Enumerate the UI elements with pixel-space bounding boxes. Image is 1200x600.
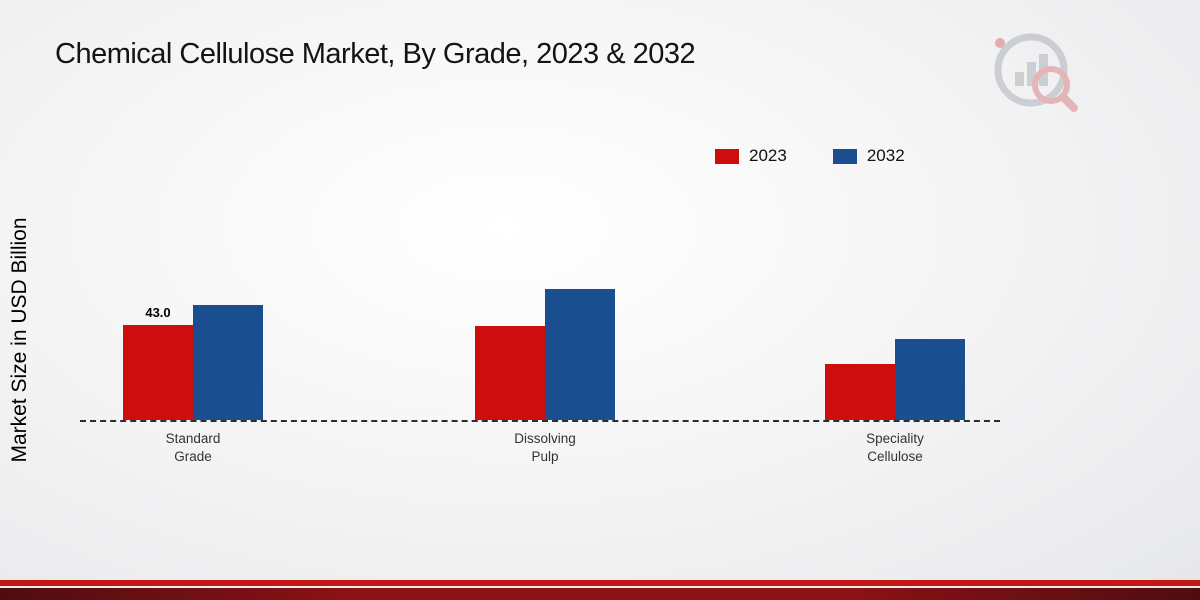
legend-item-2032: 2032 [832, 146, 905, 166]
bar-2023-dissolving-pulp [475, 326, 545, 420]
legend-label-2023: 2023 [749, 146, 787, 165]
legend-swatch-2032 [832, 148, 857, 164]
legend-label-2032: 2032 [866, 146, 905, 165]
footer-stripe-dark [0, 588, 1200, 600]
y-axis-label: Market Size in USD Billion [8, 217, 31, 463]
legend-swatch-2023 [715, 148, 739, 164]
bar-2023-standard-grade [123, 325, 193, 420]
bar-value-label: 43.0 [145, 305, 171, 320]
bar-chart: Standard Grade Dissolving Pulp Speciality … [80, 140, 1000, 480]
bar-2023-speciality-cellulose [825, 364, 895, 420]
bar-2032-speciality-cellulose [895, 339, 965, 420]
legend-item-2023: 2023 [715, 146, 787, 166]
x-axis-baseline [80, 420, 1000, 422]
footer-stripe-light [0, 580, 1200, 586]
category-label-standard-grade: Standard Grade [165, 431, 221, 465]
category-label-speciality-cellulose: Speciality Cellulose [866, 431, 924, 465]
page-title: Chemical Cellulose Market, By Grade, 202… [55, 38, 696, 70]
bar-2032-dissolving-pulp [545, 289, 615, 420]
brand-logo-icon [987, 28, 1082, 118]
category-label-dissolving-pulp: Dissolving Pulp [514, 431, 576, 465]
bar-2032-standard-grade [193, 305, 263, 420]
legend: 2023 2032 [715, 146, 905, 166]
